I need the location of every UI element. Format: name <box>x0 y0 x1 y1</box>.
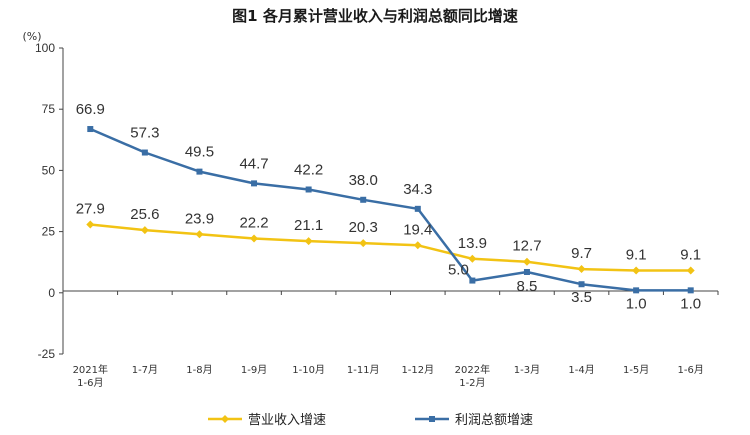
data-point-marker <box>469 277 476 284</box>
data-point-marker <box>250 234 259 243</box>
data-label: 19.4 <box>403 221 432 238</box>
data-label: 42.2 <box>294 161 323 178</box>
x-tick-label: 1-5月 <box>623 364 649 376</box>
data-point-marker <box>140 226 149 235</box>
x-tick-label: 1-3月 <box>514 364 540 376</box>
data-point-marker <box>304 237 313 246</box>
y-ticks: 100 75 50 25 0 -25 <box>35 41 63 361</box>
chart-title: 图1 各月累计营业收入与利润总额同比增速 <box>232 7 518 25</box>
x-tick-label: 2021年 <box>73 363 108 376</box>
data-label: 21.1 <box>294 217 323 234</box>
legend-label: 利润总额增速 <box>455 413 533 428</box>
data-point-marker <box>578 281 585 288</box>
x-tick-label: 1-6月 <box>77 377 103 389</box>
data-point-marker <box>141 149 148 156</box>
data-point-marker <box>360 196 367 203</box>
data-point-marker <box>632 266 641 275</box>
data-label: 1.0 <box>680 295 701 312</box>
data-label: 23.9 <box>185 210 214 227</box>
x-tick-label: 1-6月 <box>678 364 704 376</box>
data-label: 27.9 <box>76 201 105 218</box>
series-line-2 <box>89 127 691 292</box>
data-label: 13.9 <box>458 235 487 252</box>
x-tick-label: 1-10月 <box>292 364 325 376</box>
data-point-marker <box>687 287 694 294</box>
data-label: 9.7 <box>571 245 592 262</box>
data-label: 34.3 <box>403 181 432 198</box>
data-point-marker <box>413 241 422 250</box>
y-tick-label: 0 <box>48 286 55 300</box>
data-point-marker <box>686 266 695 275</box>
data-label: 49.5 <box>185 144 214 161</box>
data-point-marker <box>414 205 421 212</box>
data-labels: 27.9 25.6 23.9 22.2 21.1 20.3 19.4 13.9 12.7 9.7 9… <box>76 101 701 312</box>
data-point-marker <box>251 180 258 187</box>
legend-label: 营业收入增速 <box>248 413 326 428</box>
data-point-marker <box>195 230 204 239</box>
x-tick-label: 1-4月 <box>568 364 594 376</box>
y-axis-unit: (%) <box>22 30 41 43</box>
data-label: 22.2 <box>239 214 268 231</box>
data-label: 3.5 <box>571 289 592 306</box>
x-tick-label: 1-8月 <box>186 364 212 376</box>
data-point-marker <box>633 287 640 294</box>
series-line-1 <box>90 223 691 272</box>
y-tick-label: 50 <box>42 163 56 177</box>
legend: 营业收入增速 利润总额增速 <box>208 413 533 428</box>
x-tick-label: 1-7月 <box>132 364 158 376</box>
x-tick-label: 1-2月 <box>459 377 485 389</box>
data-point-marker <box>305 186 312 193</box>
data-label: 12.7 <box>512 238 541 255</box>
data-point-marker <box>86 220 95 229</box>
data-point-marker <box>359 239 368 248</box>
x-tick-label: 2022年 <box>455 363 490 376</box>
x-tick-label: 1-12月 <box>401 364 434 376</box>
data-point-marker <box>196 168 203 175</box>
data-label: 9.1 <box>680 247 701 264</box>
legend-marker <box>429 416 435 422</box>
y-tick-label: 100 <box>35 41 55 55</box>
data-label: 66.9 <box>76 101 105 118</box>
data-point-marker <box>523 268 530 275</box>
data-label: 57.3 <box>130 125 159 142</box>
legend-marker <box>221 415 229 423</box>
y-tick-label: 75 <box>42 102 56 116</box>
x-tick-label: 1-11月 <box>347 364 380 376</box>
data-label: 9.1 <box>626 247 647 264</box>
data-point-marker <box>468 254 477 263</box>
x-tick-label: 1-9月 <box>241 364 267 376</box>
data-label: 8.5 <box>517 278 538 295</box>
data-label: 38.0 <box>349 172 378 189</box>
data-point-marker <box>577 265 586 274</box>
y-tick-label: 25 <box>42 225 56 239</box>
data-label: 44.7 <box>239 155 268 172</box>
data-label: 1.0 <box>626 295 647 312</box>
series-layer <box>86 126 695 294</box>
data-point-marker <box>522 257 531 266</box>
data-label: 25.6 <box>130 206 159 223</box>
data-label: 20.3 <box>349 219 378 236</box>
data-point-marker <box>87 126 94 133</box>
data-label: 5.0 <box>448 262 469 279</box>
y-tick-label: -25 <box>38 347 56 361</box>
